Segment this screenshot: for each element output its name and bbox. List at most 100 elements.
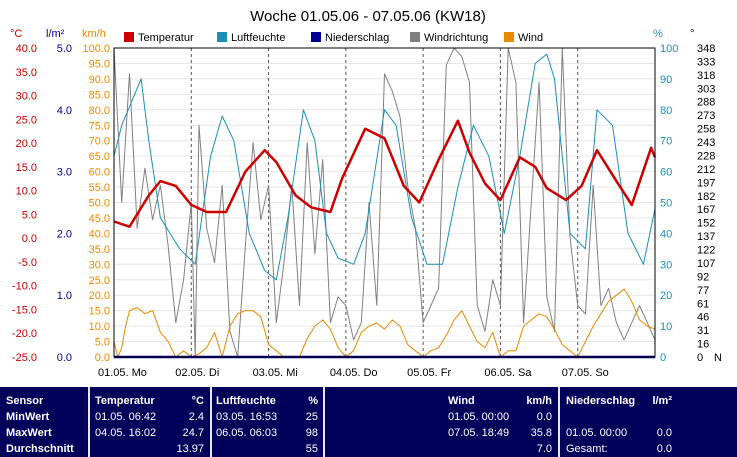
wind-tick-label: 45.0 — [89, 213, 110, 225]
temp-tick-label: 30.0 — [16, 91, 37, 103]
wind-max-value: 35.8 — [530, 427, 552, 439]
rain-max-time: 01.05. 00:00 — [566, 427, 628, 439]
hum-max-value: 98 — [305, 427, 318, 439]
header-wind-unit: km/h — [526, 395, 552, 407]
weather-chart: Woche 01.05.06 - 07.05.06 (KW18) °C l/m²… — [10, 8, 722, 379]
wind-tick-label: 60.0 — [89, 167, 110, 179]
hum-tick-label: 100 — [660, 43, 678, 55]
dir-tick-label: 122 — [697, 245, 715, 257]
rain-tick-label: 5.0 — [57, 43, 72, 55]
series-luftfeuchte — [113, 53, 656, 281]
series-temperatur — [113, 119, 657, 228]
rain-tick-label: 2.0 — [57, 228, 72, 240]
temp-tick-label: 25.0 — [16, 114, 37, 126]
dir-tick-label: 333 — [697, 56, 715, 68]
hum-tick-label: 40 — [660, 228, 672, 240]
dir-tick-label: 31 — [697, 325, 709, 337]
dir-unit-label: ° — [690, 28, 694, 40]
legend-label: Wind — [518, 32, 543, 44]
x-tick-label: 07.05. So — [562, 367, 609, 379]
hum-tick-label: 60 — [660, 167, 672, 179]
hum-min-time: 03.05. 16:53 — [216, 411, 278, 423]
wind-tick-label: 75.0 — [89, 120, 110, 132]
dir-tick-label: 77 — [697, 285, 709, 297]
hum-avg-value: 55 — [305, 443, 318, 455]
temp-max-time: 04.05. 16:02 — [95, 427, 157, 439]
x-tick-label: 03.05. Mi — [253, 367, 298, 379]
temp-tick-label: -10.0 — [12, 281, 37, 293]
hum-tick-label: 10 — [660, 321, 672, 333]
temp-tick-label: 5.0 — [22, 209, 37, 221]
rain-unit-label: l/m² — [46, 28, 65, 40]
hum-tick-label: 0 — [660, 352, 666, 364]
temp-unit-label: °C — [10, 28, 22, 40]
header-humidity: Luftfeuchte — [216, 395, 276, 407]
wind-tick-label: 85.0 — [89, 89, 110, 101]
separator — [323, 387, 325, 457]
temp-tick-label: 35.0 — [16, 67, 37, 79]
legend-label: Windrichtung — [424, 32, 488, 44]
hum-tick-label: 70 — [660, 136, 672, 148]
hum-tick-label: 50 — [660, 198, 672, 210]
wind-tick-label: 90.0 — [89, 74, 110, 86]
hum-min-value: 25 — [305, 411, 318, 423]
dir-tick-label: 303 — [697, 83, 715, 95]
wind-unit-label: km/h — [82, 28, 106, 40]
wind-tick-label: 55.0 — [89, 182, 110, 194]
x-tick-label: 02.05. Di — [175, 367, 219, 379]
temp-min-time: 01.05. 06:42 — [95, 411, 157, 423]
temp-tick-label: -25.0 — [12, 352, 37, 364]
temp-tick-label: 0.0 — [22, 233, 37, 245]
header-rain: Niederschlag — [566, 395, 636, 407]
dir-tick-label: 258 — [697, 124, 715, 136]
temp-tick-label: -20.0 — [12, 328, 37, 340]
hum-tick-label: 20 — [660, 290, 672, 302]
header-wind: Wind — [448, 395, 475, 407]
hum-unit-label: % — [653, 28, 663, 40]
temp-max-value: 24.7 — [182, 427, 204, 439]
x-tick-label: 01.05. Mo — [98, 367, 147, 379]
wind-tick-label: 20.0 — [89, 290, 110, 302]
dir-tick-label: 167 — [697, 204, 715, 216]
dir-tick-label: 243 — [697, 137, 715, 149]
rain-max-value: 0.0 — [656, 427, 672, 439]
legend-label: Niederschlag — [325, 32, 389, 44]
wind-max-time: 07.05. 18:49 — [448, 427, 510, 439]
dir-tick-label: 197 — [697, 177, 715, 189]
series-windrichtung — [113, 47, 656, 358]
temp-min-value: 2.4 — [188, 411, 204, 423]
rain-total-label: Gesamt: — [566, 443, 608, 455]
dir-tick-label: 137 — [697, 231, 715, 243]
wind-tick-label: 0.0 — [95, 352, 110, 364]
header-hum-unit: % — [308, 395, 318, 407]
rain-tick-label: 1.0 — [57, 290, 72, 302]
dir-tick-label: 152 — [697, 218, 715, 230]
dir-tick-label: 182 — [697, 191, 715, 203]
legend-swatch — [410, 32, 420, 42]
row-label-min: MinWert — [6, 411, 50, 423]
wind-avg-value: 7.0 — [536, 443, 552, 455]
legend-swatch — [124, 32, 134, 42]
dir-tick-label: 107 — [697, 258, 715, 270]
dir-tick-label: 92 — [697, 271, 709, 283]
temp-tick-label: -5.0 — [18, 257, 37, 269]
header-temperature: Temperatur — [95, 395, 155, 407]
plot-frame — [113, 47, 656, 358]
rain-tick-label: 3.0 — [57, 167, 72, 179]
dir-tick-label: 61 — [697, 298, 709, 310]
wind-tick-label: 95.0 — [89, 58, 110, 70]
wind-tick-label: 10.0 — [89, 321, 110, 333]
temp-tick-label: 15.0 — [16, 162, 37, 174]
wind-tick-label: 35.0 — [89, 244, 110, 256]
header-temp-unit: °C — [191, 395, 204, 407]
wind-tick-label: 100.0 — [82, 43, 110, 55]
separator — [558, 387, 560, 457]
wind-tick-label: 80.0 — [89, 105, 110, 117]
wind-tick-label: 5.0 — [95, 337, 110, 349]
chart-title: Woche 01.05.06 - 07.05.06 (KW18) — [250, 8, 486, 25]
hum-tick-label: 80 — [660, 105, 672, 117]
legend-label: Temperatur — [138, 32, 194, 44]
header-sensor: Sensor — [6, 395, 44, 407]
wind-tick-label: 65.0 — [89, 151, 110, 163]
wind-tick-label: 40.0 — [89, 228, 110, 240]
